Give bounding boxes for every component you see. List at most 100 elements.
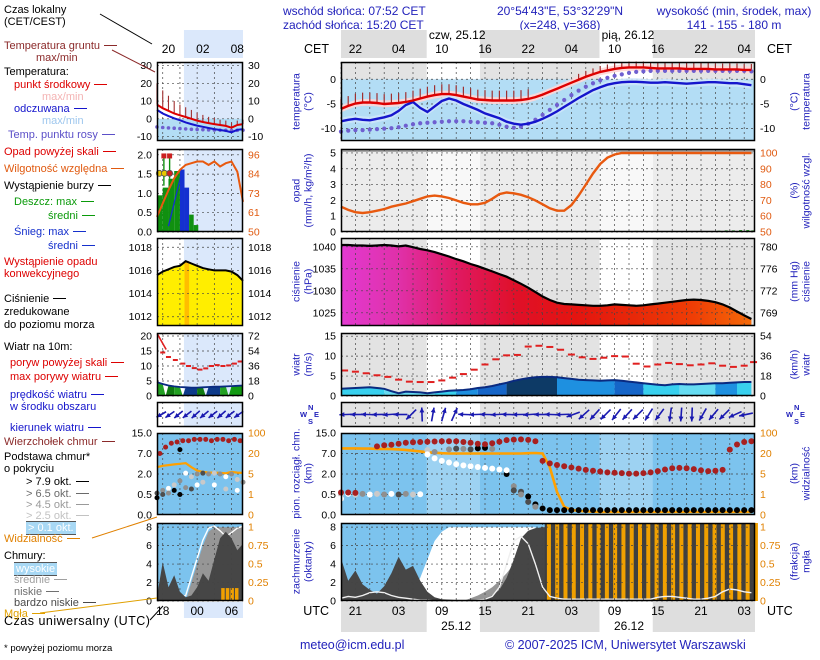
- axis-tick: 80: [760, 179, 772, 191]
- axis-tick: 00: [190, 604, 204, 618]
- axis-tick: CET: [304, 42, 329, 56]
- legend-item: punkt środkowy: [14, 79, 107, 91]
- axis-tick: 0: [760, 596, 766, 608]
- axis-tick: 1030: [313, 285, 337, 297]
- legend-item: odczuwana: [14, 103, 87, 115]
- panel-cloud-extent-mini: 15.0 7.0 2.0 0.5 0.0 100 20 5 1 0: [132, 428, 266, 522]
- axis-tick: -5: [760, 98, 769, 110]
- footnote-text: * powyżej poziomu morza: [4, 643, 113, 654]
- legend-item: Temperatura gruntu: [4, 40, 117, 52]
- legend-item: Chmury:: [4, 550, 46, 562]
- copyright-text: © 2007-2025 ICM, Uniwersytet Warszawski: [505, 638, 746, 652]
- axis-tick: 50: [248, 227, 260, 239]
- axis-tick: 15: [324, 331, 336, 343]
- axis-tick: 10: [248, 96, 260, 108]
- axis-tick: pią, 26.12: [602, 28, 655, 42]
- axis-tick: 0: [330, 227, 336, 239]
- legend-item: max/min: [42, 91, 84, 103]
- legend-item: > 2.5 okt.: [26, 510, 89, 522]
- axis-tick: 769: [760, 307, 778, 319]
- axis-tick: UTC: [303, 604, 329, 618]
- axis-tick: 54: [760, 331, 772, 343]
- axis-tick: 15: [651, 604, 665, 618]
- axis-tick: 1035: [313, 263, 337, 275]
- legend-item: Ciśnienie: [4, 293, 66, 305]
- axis-tick: 0.5: [760, 559, 775, 571]
- legend-item: średni: [48, 210, 95, 222]
- legend-item: Wystąpienie opadu: [4, 256, 98, 268]
- axis-tick: 5: [248, 469, 254, 481]
- axis-tick: 03: [392, 604, 406, 618]
- axis-tick: 10: [435, 42, 449, 56]
- axis-tick: 0.25: [760, 577, 781, 589]
- axis-tick: 20: [248, 448, 260, 460]
- axis-tick: 0.5: [137, 207, 152, 219]
- axis-tick: 1025: [313, 307, 337, 319]
- axis-tick: 10: [608, 42, 622, 56]
- panel-temperature-main: 0 -5 -10 0 -5 -10: [321, 61, 775, 142]
- axis-tick: 0: [330, 391, 336, 403]
- axis-tick: 1: [330, 211, 336, 223]
- axis-tick: 36: [248, 361, 260, 373]
- legend-item: Opad powyżej skali: [4, 146, 116, 158]
- legend-item: niskie: [14, 586, 59, 598]
- panel-wind-direction-mini: [156, 401, 244, 428]
- axis-tick: 1: [760, 489, 766, 501]
- axis-tick: 54: [248, 346, 260, 358]
- legend-item: > 4.5 okt.: [26, 499, 89, 511]
- axis-tick: 18: [156, 604, 170, 618]
- axis-tick: UTC: [767, 604, 793, 618]
- axis-tick: 15.0: [316, 428, 337, 440]
- axis-tick: 1014: [129, 288, 153, 300]
- legend-item: średni: [48, 240, 95, 252]
- panel-wind-main: 15 10 5 0 54 36 18 0: [324, 331, 772, 403]
- axis-tick: 7.0: [321, 448, 336, 460]
- axis-tick: 2.0: [137, 469, 152, 481]
- axis-tick: 06: [225, 604, 239, 618]
- legend-item: max porywy wiatru: [10, 371, 118, 383]
- axis-tick: 0: [330, 596, 336, 608]
- axis-tick: 20: [760, 448, 772, 460]
- axis-tick: 0: [760, 391, 766, 403]
- axis-tick: 0.0: [137, 227, 152, 239]
- axis-tick: 22: [349, 42, 363, 56]
- axis-tick: 04: [392, 42, 406, 56]
- axis-tick: 100: [760, 147, 778, 159]
- axis-tick: 30: [140, 60, 152, 72]
- panel-precip-main: 5 4 3 2 1 0 100 90 80 70 60 50: [330, 147, 778, 238]
- legend-item: Podstawa chmur*: [4, 451, 91, 463]
- axis-tick: 50: [760, 227, 772, 239]
- axis-tick: 2.0: [321, 469, 336, 481]
- panel-cloud-cover-main: 8 6 4 2 0 1 0.75 0.5 0.25 0: [330, 522, 780, 608]
- axis-tick: 6: [146, 540, 152, 552]
- axis-tick: 20: [140, 331, 152, 343]
- panel-pressure-mini: 1018 1016 1014 1012 1018 1016 1014 1012: [129, 237, 272, 327]
- panel-wind-mini: 20 15 10 5 0 72 54 36 18 0: [140, 331, 260, 403]
- axis-tick: 4: [330, 559, 336, 571]
- axis-tick: 4: [146, 559, 152, 571]
- axis-tick: 0: [760, 74, 766, 86]
- axis-tick: 70: [760, 195, 772, 207]
- legend-item: prędkość wiatru: [10, 389, 104, 401]
- axis-tick: 0: [146, 391, 152, 403]
- axis-tick: 1.5: [137, 169, 152, 181]
- utc-axis: 21 03 09 15 21 03 09 15 21 03 18 00 06 25.12 26.12 UTC U…: [156, 602, 793, 633]
- legend-item: o pokryciu: [4, 463, 55, 475]
- coords-text: 20°54'43"E, 53°32'29"N: [496, 4, 624, 18]
- panel-cloud-extent-main: 15.0 7.0 2.0 0.5 0.0 100 20 5 1 0: [316, 428, 778, 522]
- contact-email[interactable]: meteo@icm.edu.pl: [300, 638, 405, 652]
- axis-tick: 1014: [248, 288, 272, 300]
- axis-tick: -10: [248, 131, 263, 143]
- axis-tick: 0: [146, 113, 152, 125]
- axis-tick: 1: [760, 522, 766, 534]
- axis-tick: 73: [248, 188, 260, 200]
- axis-tick: 2: [330, 195, 336, 207]
- axis-tick: 0.0: [321, 510, 336, 522]
- axis-tick: 0: [248, 596, 254, 608]
- axis-tick: 1040: [313, 241, 337, 253]
- axis-tick: 03: [738, 604, 752, 618]
- axis-tick: 1016: [129, 265, 153, 277]
